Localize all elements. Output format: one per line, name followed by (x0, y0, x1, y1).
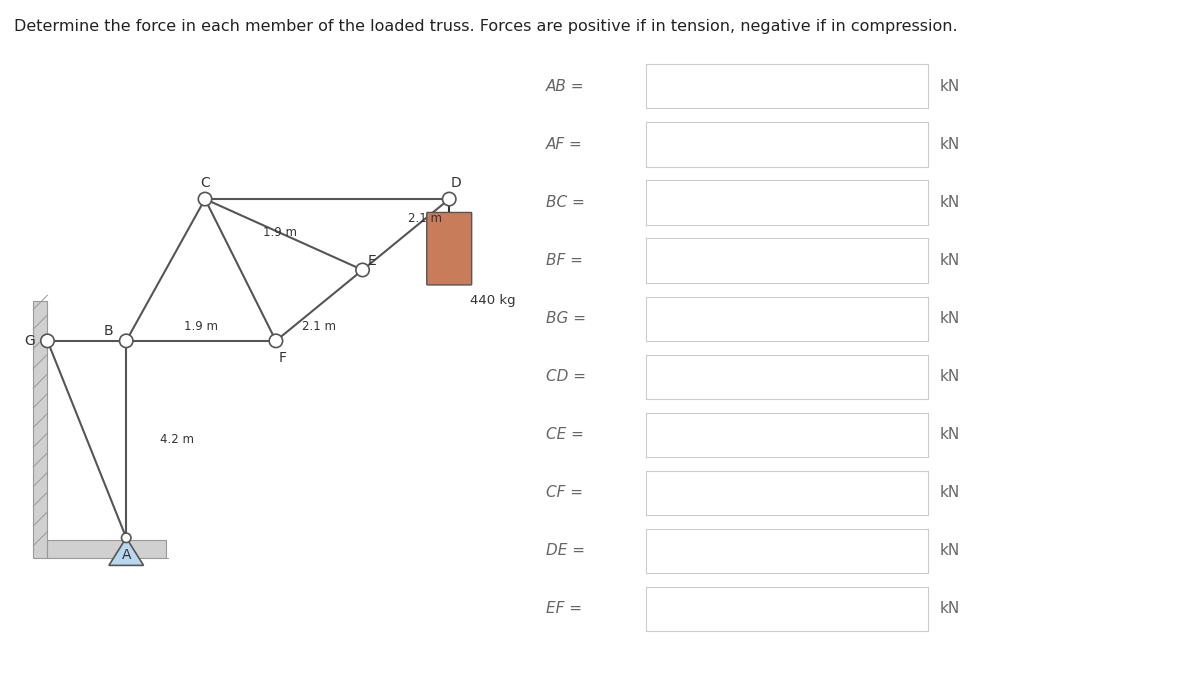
Text: 2.1 m: 2.1 m (408, 212, 443, 225)
Text: F: F (278, 351, 287, 365)
Text: G: G (25, 334, 36, 348)
Text: BF =: BF = (546, 253, 583, 268)
Text: BG =: BG = (546, 311, 586, 326)
Circle shape (356, 263, 370, 277)
Circle shape (120, 334, 133, 348)
Text: 1.9 m: 1.9 m (184, 320, 218, 333)
Polygon shape (109, 538, 144, 566)
FancyBboxPatch shape (427, 213, 472, 285)
Text: EF =: EF = (546, 601, 582, 616)
Text: AF =: AF = (546, 137, 583, 152)
Bar (34, 302, 48, 558)
Text: i: i (626, 373, 631, 385)
Text: i: i (626, 547, 631, 560)
Circle shape (41, 334, 54, 348)
Text: 2.1 m: 2.1 m (302, 320, 336, 333)
Text: BC =: BC = (546, 195, 584, 210)
Text: i: i (626, 605, 631, 618)
Text: kN: kN (940, 427, 960, 442)
Text: kN: kN (940, 311, 960, 326)
Text: 1.9 m: 1.9 m (263, 225, 296, 239)
Text: i: i (626, 198, 631, 211)
Circle shape (269, 334, 283, 348)
Circle shape (443, 192, 456, 206)
Text: CF =: CF = (546, 485, 583, 500)
Circle shape (121, 533, 131, 543)
Text: i: i (626, 256, 631, 269)
Text: kN: kN (940, 369, 960, 384)
Text: i: i (626, 140, 631, 153)
Bar (48, 540, 166, 558)
Text: i: i (626, 489, 631, 502)
Text: 4.2 m: 4.2 m (161, 433, 194, 446)
Text: i: i (626, 82, 631, 95)
Text: 440 kg: 440 kg (469, 294, 515, 306)
Text: C: C (200, 176, 210, 190)
Text: i: i (626, 315, 631, 327)
Text: B: B (104, 325, 114, 338)
Text: E: E (367, 254, 377, 267)
Text: AB =: AB = (546, 79, 584, 94)
Text: kN: kN (940, 79, 960, 94)
Text: DE =: DE = (546, 543, 586, 558)
Text: CE =: CE = (546, 427, 584, 442)
Text: i: i (626, 431, 631, 443)
Text: CD =: CD = (546, 369, 586, 384)
Text: kN: kN (940, 601, 960, 616)
Text: kN: kN (940, 485, 960, 500)
Text: kN: kN (940, 137, 960, 152)
Text: kN: kN (940, 195, 960, 210)
Text: Determine the force in each member of the loaded truss. Forces are positive if i: Determine the force in each member of th… (14, 19, 958, 34)
Text: kN: kN (940, 253, 960, 268)
Text: D: D (450, 176, 461, 190)
Text: kN: kN (940, 543, 960, 558)
Circle shape (198, 192, 211, 206)
Text: A: A (121, 548, 131, 562)
